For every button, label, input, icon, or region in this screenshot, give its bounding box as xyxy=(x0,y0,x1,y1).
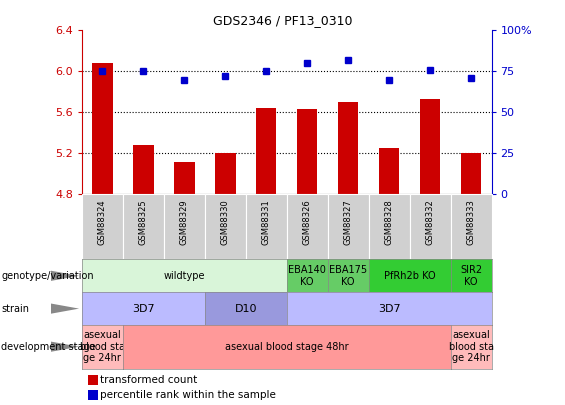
Text: GSM88333: GSM88333 xyxy=(467,200,476,245)
Bar xyxy=(92,63,112,194)
Text: 3D7: 3D7 xyxy=(378,304,401,313)
Text: PfRh2b KO: PfRh2b KO xyxy=(384,271,436,281)
Text: wildtype: wildtype xyxy=(164,271,205,281)
Bar xyxy=(420,99,440,194)
Bar xyxy=(256,108,276,194)
Bar xyxy=(297,109,318,194)
Bar xyxy=(205,194,246,259)
Text: strain: strain xyxy=(1,304,29,313)
Polygon shape xyxy=(51,271,79,281)
Text: asexual
blood sta
ge 24hr: asexual blood sta ge 24hr xyxy=(80,330,125,363)
Bar xyxy=(82,194,123,259)
Text: 3D7: 3D7 xyxy=(132,304,155,313)
Bar xyxy=(246,194,287,259)
Bar xyxy=(287,194,328,259)
Bar xyxy=(368,194,410,259)
Text: GSM88327: GSM88327 xyxy=(344,200,353,245)
Bar xyxy=(174,162,194,194)
Text: GSM88328: GSM88328 xyxy=(385,200,394,245)
Bar xyxy=(164,194,205,259)
Bar xyxy=(338,102,358,194)
Text: transformed count: transformed count xyxy=(100,375,197,385)
Polygon shape xyxy=(51,341,79,352)
Text: GDS2346 / PF13_0310: GDS2346 / PF13_0310 xyxy=(213,14,352,27)
Text: GSM88331: GSM88331 xyxy=(262,200,271,245)
Text: D10: D10 xyxy=(234,304,257,313)
Bar xyxy=(215,153,236,194)
Text: GSM88332: GSM88332 xyxy=(425,200,434,245)
Bar xyxy=(410,194,451,259)
Text: percentile rank within the sample: percentile rank within the sample xyxy=(100,390,276,400)
Bar xyxy=(328,194,368,259)
Text: GSM88325: GSM88325 xyxy=(139,200,148,245)
Polygon shape xyxy=(51,303,79,314)
Text: EBA175
KO: EBA175 KO xyxy=(329,265,367,287)
Text: genotype/variation: genotype/variation xyxy=(1,271,94,281)
Text: development stage: development stage xyxy=(1,342,95,352)
Bar xyxy=(123,194,164,259)
Text: GSM88330: GSM88330 xyxy=(221,200,230,245)
Text: asexual
blood sta
ge 24hr: asexual blood sta ge 24hr xyxy=(449,330,494,363)
Text: SIR2
KO: SIR2 KO xyxy=(460,265,482,287)
Text: GSM88329: GSM88329 xyxy=(180,200,189,245)
Text: GSM88326: GSM88326 xyxy=(303,200,312,245)
Bar xyxy=(451,194,492,259)
Bar xyxy=(133,145,154,194)
Text: asexual blood stage 48hr: asexual blood stage 48hr xyxy=(225,342,349,352)
Bar xyxy=(461,153,481,194)
Text: EBA140
KO: EBA140 KO xyxy=(288,265,326,287)
Bar xyxy=(379,148,399,194)
Text: GSM88324: GSM88324 xyxy=(98,200,107,245)
